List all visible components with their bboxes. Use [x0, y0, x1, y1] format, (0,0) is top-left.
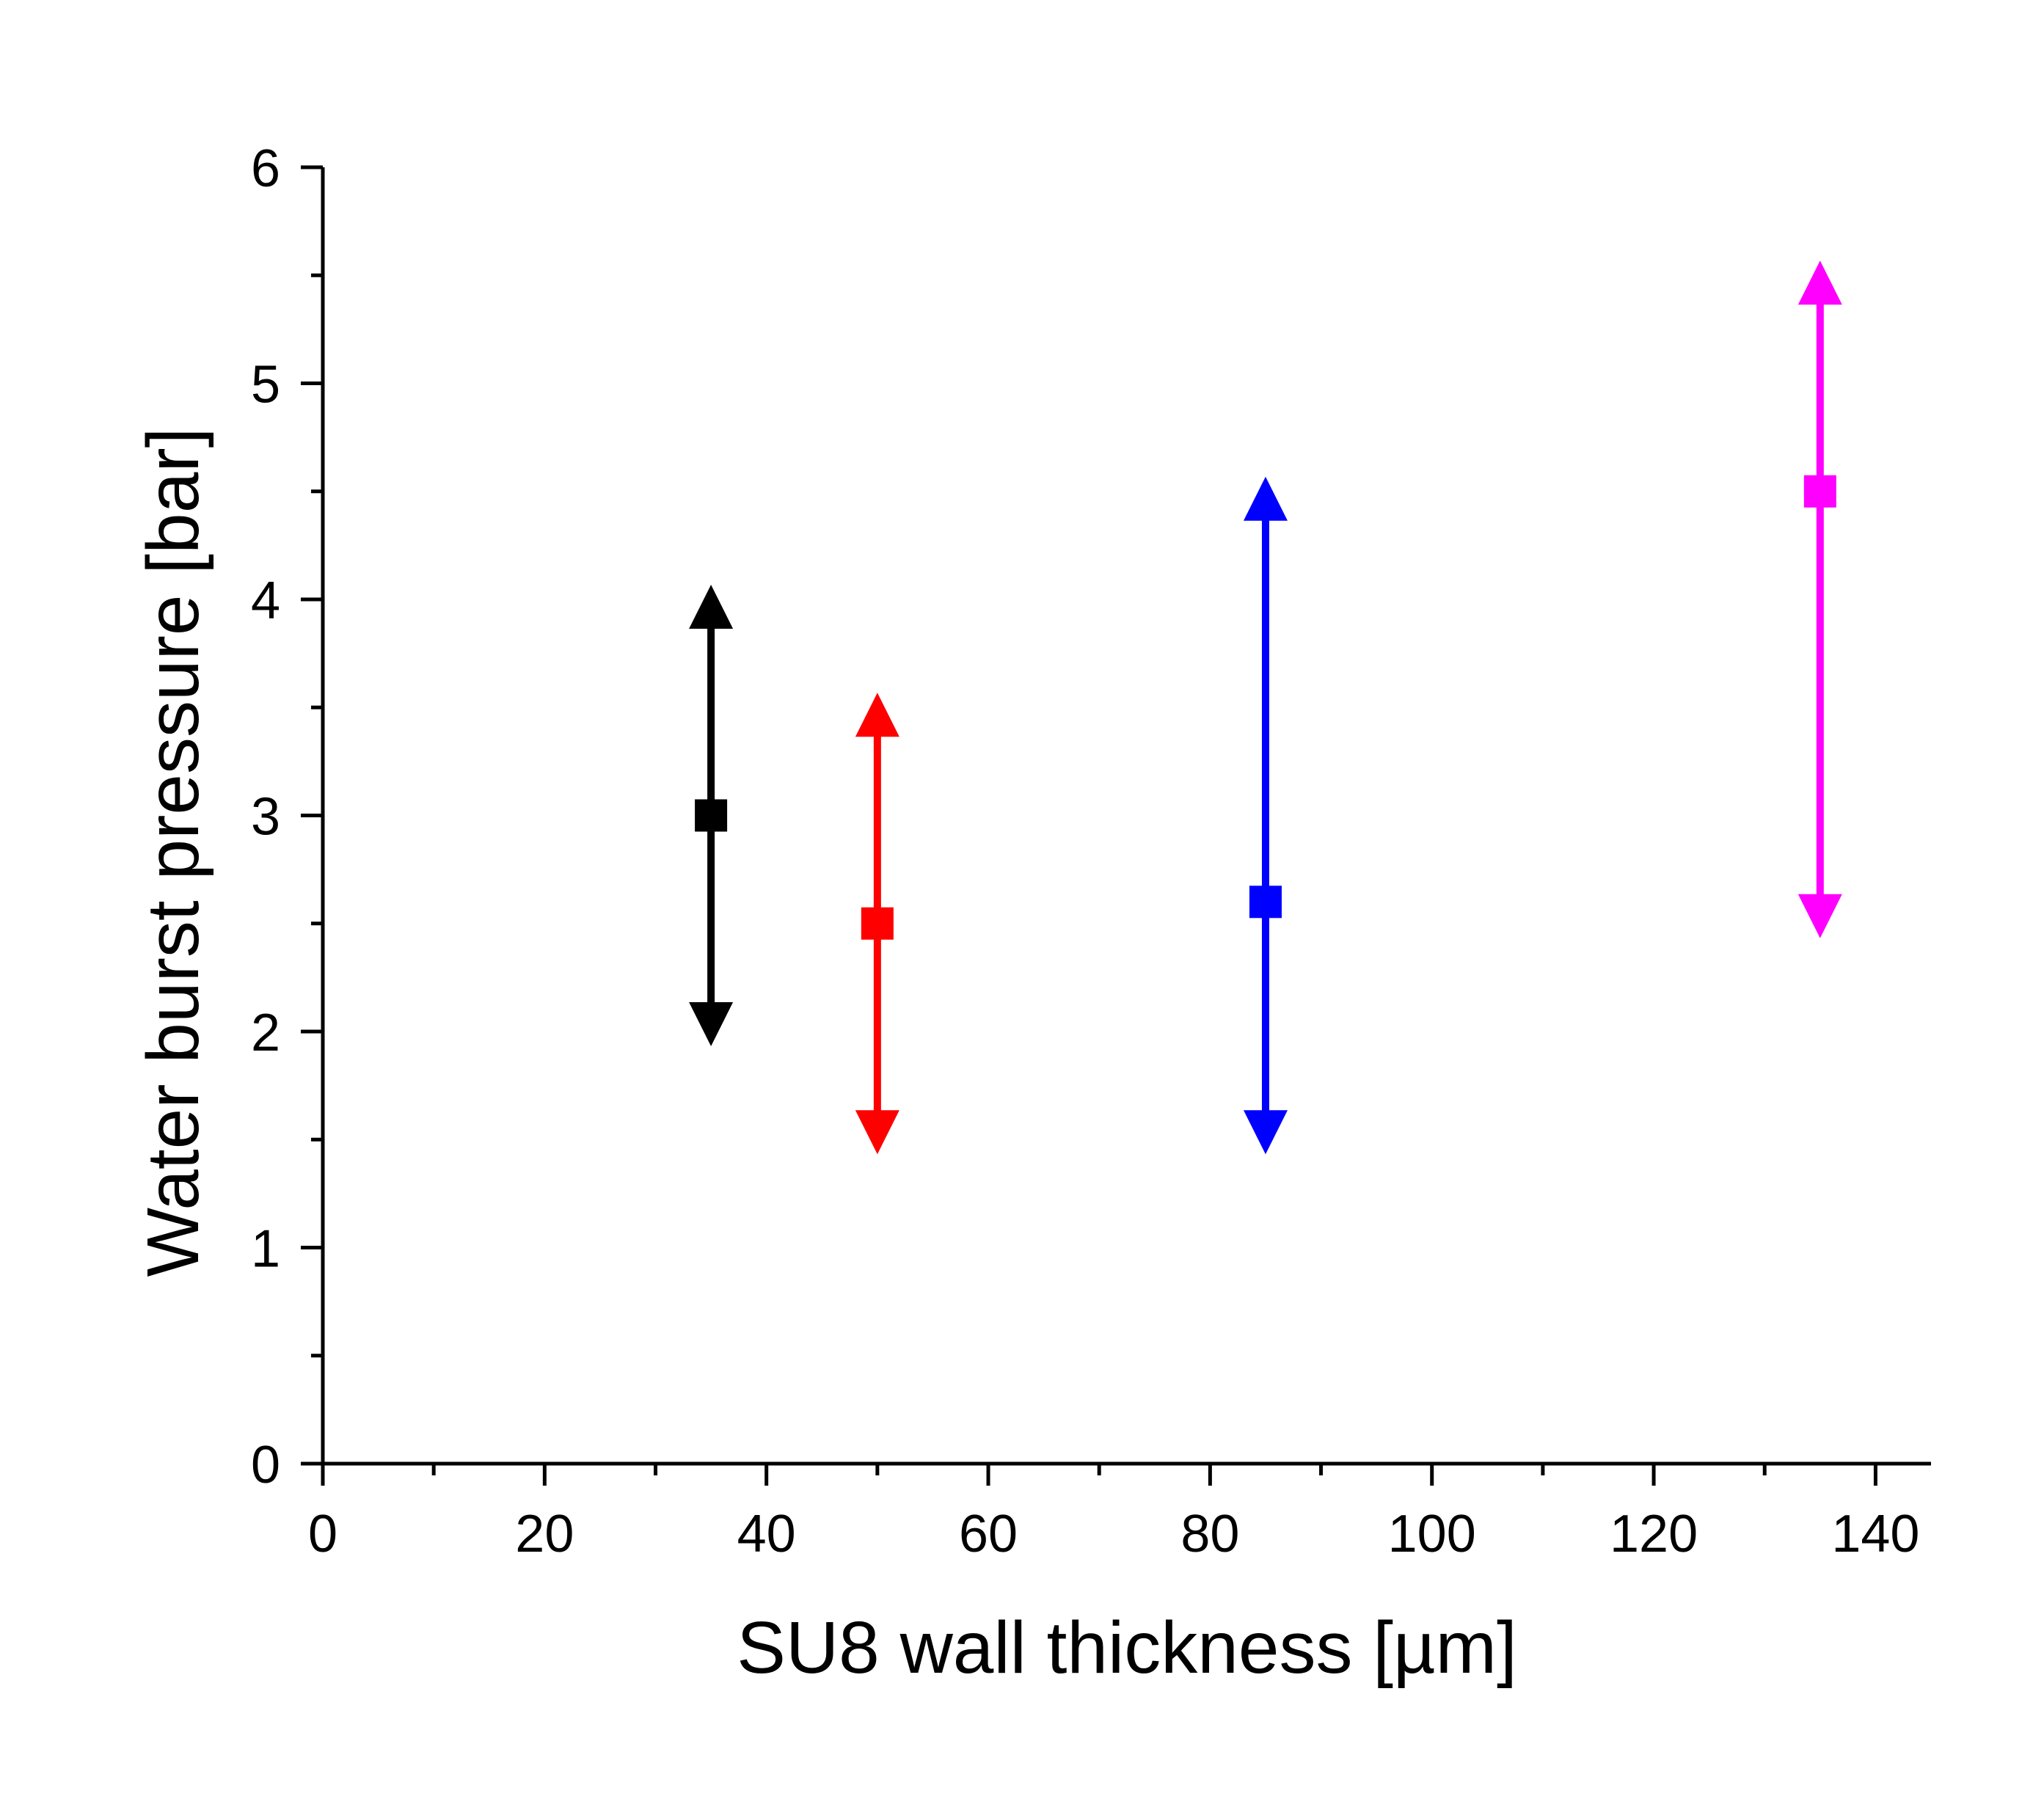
range-high-arrow: [689, 585, 734, 629]
x-tick-label: 40: [737, 1505, 796, 1563]
data-marks: [689, 260, 1842, 1155]
data-point-group: [689, 585, 734, 1046]
range-low-arrow: [689, 1002, 734, 1046]
range-low-arrow: [1797, 894, 1842, 938]
range-high-arrow: [1243, 476, 1288, 521]
x-tick-label: 20: [515, 1505, 574, 1563]
data-point-group: [1243, 476, 1288, 1155]
range-low-arrow: [1243, 1110, 1288, 1155]
y-tick-label: 1: [251, 1220, 280, 1279]
axes: [321, 167, 1931, 1466]
data-point-marker: [1249, 886, 1282, 919]
data-point-marker: [695, 799, 728, 832]
x-tick-label: 140: [1831, 1505, 1919, 1563]
data-point-marker: [1803, 475, 1836, 508]
range-high-arrow: [855, 693, 899, 737]
x-axis-title: SU8 wall thickness [µm]: [737, 1607, 1516, 1689]
y-tick-label: 3: [251, 788, 280, 847]
y-tick-label: 6: [251, 139, 280, 198]
x-tick-label: 100: [1388, 1505, 1476, 1563]
data-point-marker: [861, 907, 894, 940]
range-low-arrow: [855, 1110, 899, 1155]
x-tick-label: 0: [308, 1505, 337, 1563]
y-tick-label: 4: [251, 572, 280, 630]
x-tick-label: 80: [1180, 1505, 1239, 1563]
y-tick-label: 5: [251, 356, 280, 415]
y-tick-label: 2: [251, 1004, 280, 1062]
data-point-group: [855, 693, 899, 1155]
x-ticks: 0 20 40 60 80 100 120 140: [308, 1464, 1919, 1563]
range-high-arrow: [1797, 260, 1842, 305]
x-tick-label: 60: [959, 1505, 1018, 1563]
x-tick-label: 120: [1610, 1505, 1698, 1563]
y-ticks: 0 1 2 3 4 5 6: [251, 139, 323, 1494]
data-point-group: [1797, 260, 1842, 938]
y-axis-title: Water burst pressure [bar]: [132, 428, 214, 1277]
y-tick-label: 0: [251, 1436, 280, 1494]
